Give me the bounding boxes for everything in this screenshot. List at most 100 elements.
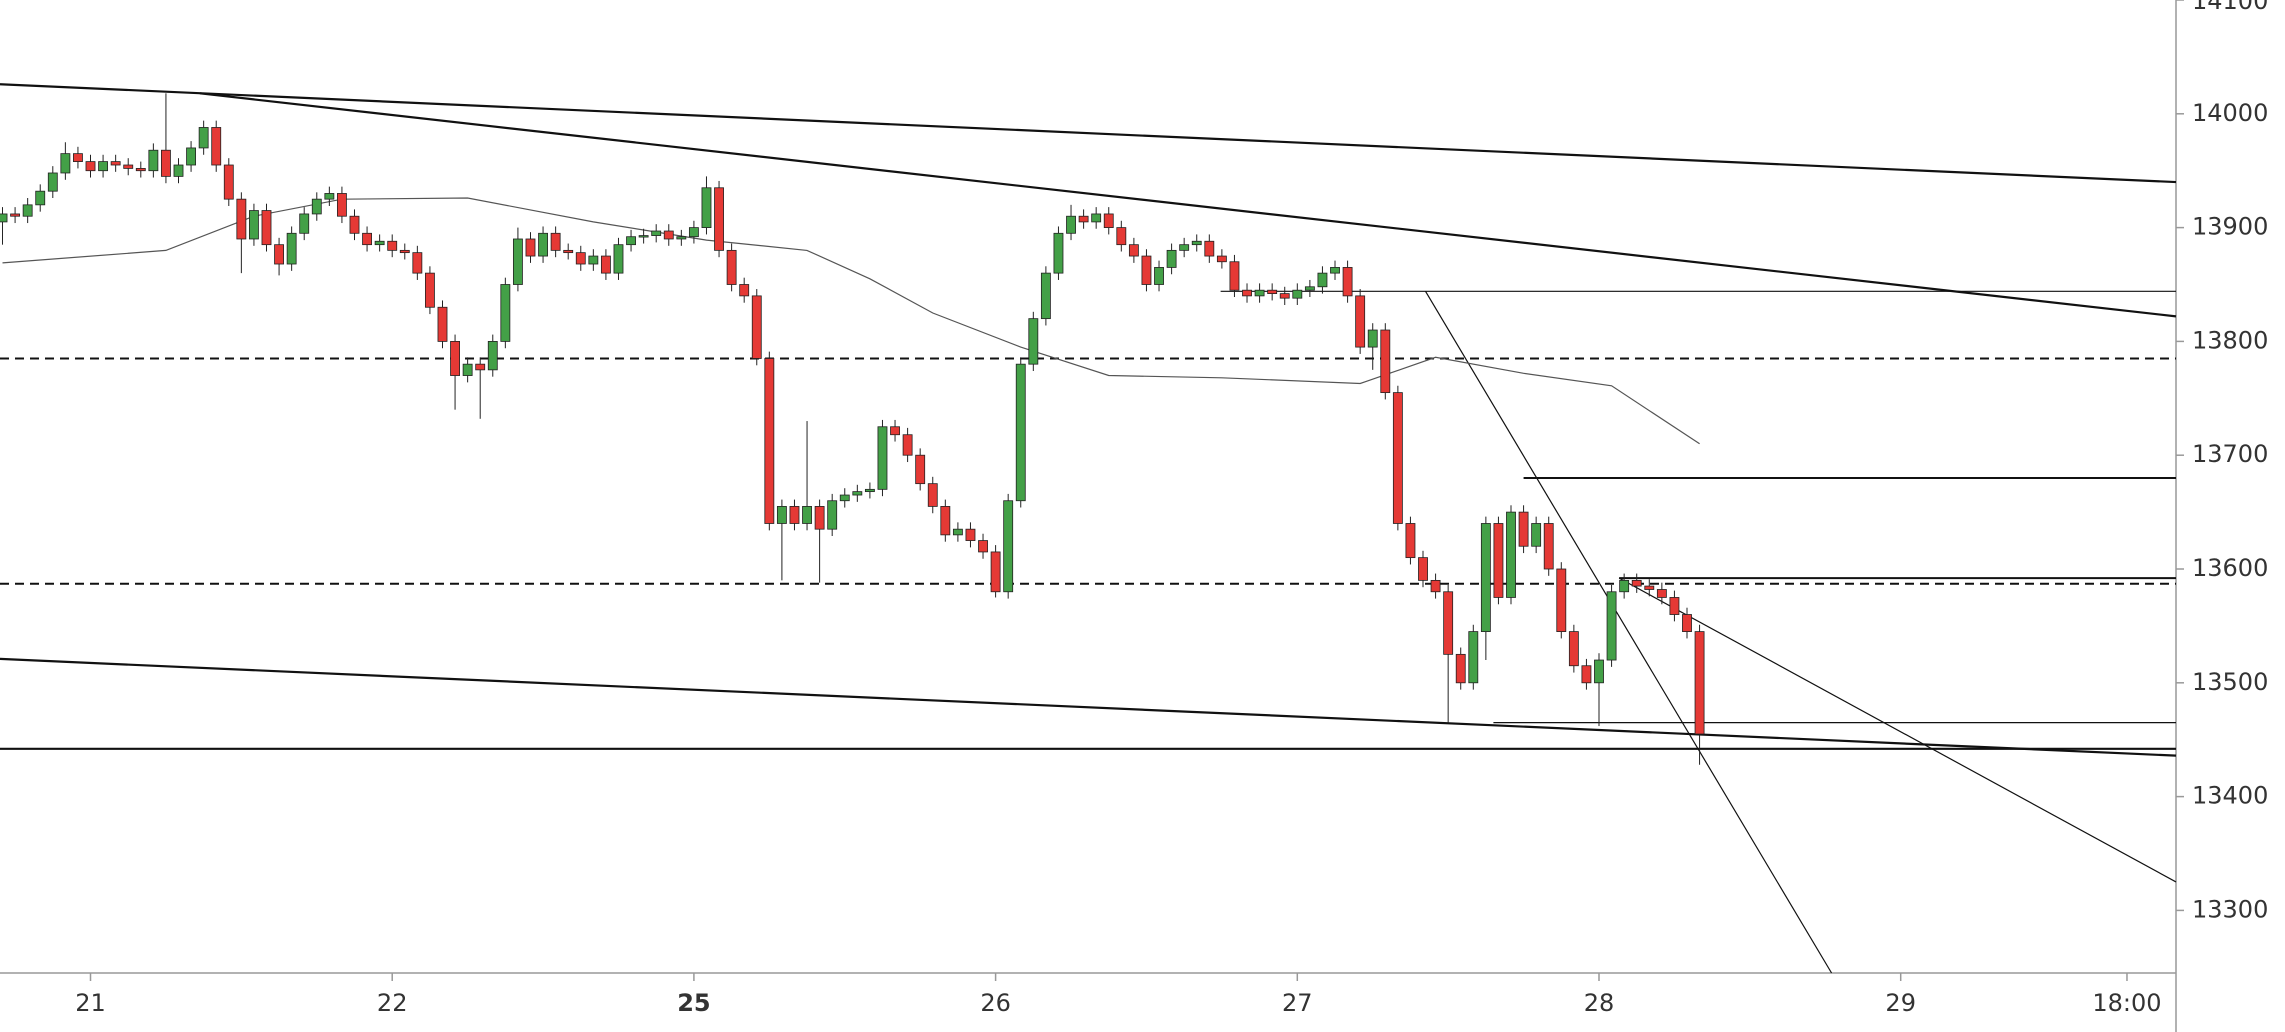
x-tick-label: 27 xyxy=(1282,989,1313,1017)
candle-body xyxy=(890,426,900,436)
candle-body xyxy=(1028,318,1039,365)
candle-body xyxy=(1078,215,1089,223)
candle-body xyxy=(362,232,372,246)
candle-body xyxy=(839,494,850,502)
candle-body xyxy=(726,249,737,285)
candle-body xyxy=(123,164,134,169)
candle-body xyxy=(1468,631,1479,684)
candle-body xyxy=(927,483,938,507)
candle-body xyxy=(1355,295,1366,348)
candle-body xyxy=(814,506,825,530)
candle-body xyxy=(802,506,812,524)
candle-body xyxy=(437,306,448,342)
candle-body xyxy=(399,249,410,254)
candle-body xyxy=(374,240,385,246)
candle-body xyxy=(487,341,498,371)
candle-body xyxy=(1531,523,1542,547)
candle-body xyxy=(563,249,574,254)
candle-body xyxy=(1443,591,1454,655)
candle-body xyxy=(1179,244,1190,251)
candle-body xyxy=(1204,240,1215,257)
candle-body xyxy=(274,244,284,265)
y-tick-label: 13600 xyxy=(2192,554,2268,582)
candle-body xyxy=(1556,568,1567,632)
y-tick-label: 13800 xyxy=(2192,326,2268,354)
candle-body xyxy=(1606,591,1617,661)
moving-average xyxy=(2,197,1700,445)
candle-body xyxy=(1518,511,1529,547)
trend-line xyxy=(0,657,2177,757)
candle-body xyxy=(1493,523,1504,598)
candle-body xyxy=(1166,249,1177,268)
candle-body xyxy=(1568,631,1579,667)
candle-body xyxy=(1154,267,1164,285)
candle-body xyxy=(223,164,234,200)
candle-body xyxy=(412,252,423,274)
candle-body xyxy=(1631,579,1642,587)
candle-body xyxy=(462,363,473,376)
y-tick-label: 14000 xyxy=(2192,99,2268,127)
candle-body xyxy=(1292,289,1303,299)
candle-body xyxy=(965,528,976,541)
candle-body xyxy=(261,210,272,246)
trend-line xyxy=(0,83,2177,184)
candle-body xyxy=(299,213,310,234)
candle-body xyxy=(1091,213,1102,223)
candle-body xyxy=(512,238,523,285)
candle-body xyxy=(588,255,599,265)
candle-body xyxy=(236,198,247,240)
candle-body xyxy=(1229,261,1240,291)
candle-body xyxy=(776,506,787,524)
candle-body xyxy=(613,244,624,274)
candle-body xyxy=(249,210,259,240)
x-tick-label: 28 xyxy=(1584,989,1615,1017)
candle-body xyxy=(638,235,649,238)
candle-body xyxy=(1594,659,1604,684)
candle-body xyxy=(1506,511,1516,598)
candle-body xyxy=(1267,289,1278,295)
candle-body xyxy=(1380,329,1391,394)
candle-body xyxy=(85,161,96,172)
y-tick-label: 13700 xyxy=(2192,440,2268,468)
candle-body xyxy=(789,506,800,524)
candle-body xyxy=(538,232,548,257)
candle-body xyxy=(73,153,83,162)
trend-line xyxy=(199,92,2177,318)
candle-body xyxy=(424,272,435,308)
candle-body xyxy=(1040,272,1051,320)
trend-line xyxy=(1618,577,2177,883)
candle-body xyxy=(35,190,46,206)
candle-body xyxy=(148,149,159,172)
candle-body xyxy=(211,127,222,166)
candle-body xyxy=(663,230,674,240)
candle-body xyxy=(600,255,611,274)
candle-body xyxy=(1015,363,1026,502)
candle-body xyxy=(1342,267,1353,297)
candle-body xyxy=(877,426,888,490)
candle-body xyxy=(1392,392,1403,524)
y-tick-label: 13500 xyxy=(2192,668,2268,696)
y-tick-label: 13900 xyxy=(2192,213,2268,241)
candle-body xyxy=(688,227,699,238)
x-tick-label: 25 xyxy=(677,989,710,1017)
candle-body xyxy=(701,187,712,229)
candle-body xyxy=(1216,255,1227,263)
candle-body xyxy=(990,551,1001,593)
candle-body xyxy=(1304,286,1315,291)
candle-body xyxy=(864,488,875,493)
candle-body xyxy=(186,147,197,166)
candle-body xyxy=(336,193,347,217)
candle-body xyxy=(751,295,762,359)
candle-body xyxy=(1279,293,1290,299)
candle-body xyxy=(852,491,863,496)
candle-body xyxy=(525,238,536,257)
candle-body xyxy=(940,506,951,536)
candle-body xyxy=(902,434,913,456)
candle-body xyxy=(198,127,209,149)
y-tick-label: 13400 xyxy=(2192,782,2268,810)
candle-body xyxy=(173,164,184,177)
candle-body xyxy=(1405,523,1416,559)
candle-body xyxy=(1418,557,1428,581)
